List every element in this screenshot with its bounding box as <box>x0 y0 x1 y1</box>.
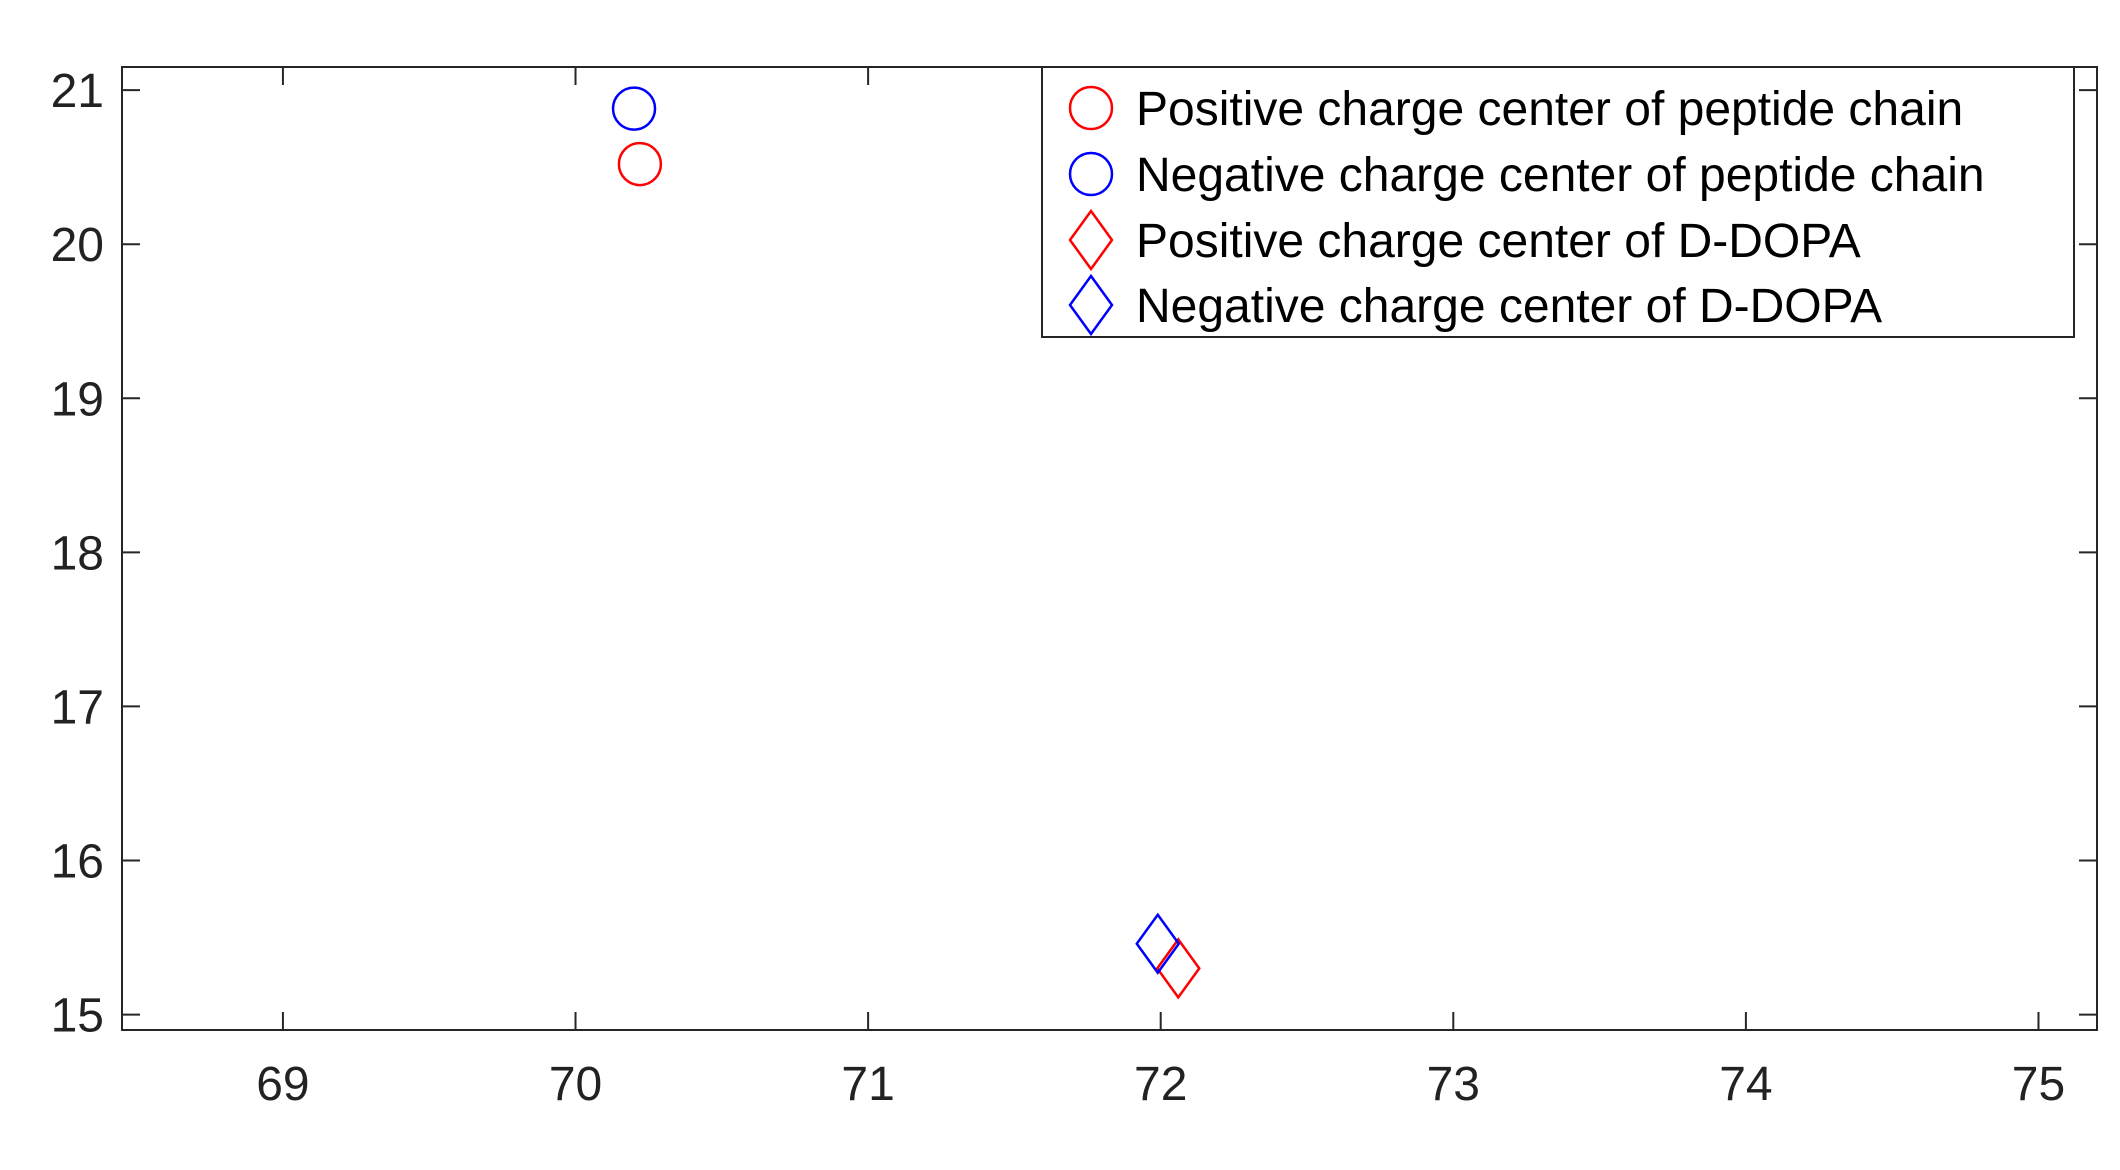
y-tick-label: 16 <box>51 836 104 889</box>
axis-tick-labels: 69 70 71 72 73 74 75 15 16 17 18 19 20 21 <box>51 65 2066 1111</box>
legend-label-negative-ddopa: Negative charge center of D-DOPA <box>1136 280 1882 333</box>
legend-marker-circle <box>1068 85 1114 131</box>
legend-label-positive-ddopa: Positive charge center of D-DOPA <box>1136 215 1861 268</box>
data-point-diamond <box>1135 912 1181 975</box>
x-tick-label: 74 <box>1719 1058 1772 1111</box>
legend-markers <box>1068 85 1114 337</box>
x-tick-label: 71 <box>841 1058 894 1111</box>
legend: Positive charge center of peptide chain … <box>1041 66 2075 338</box>
y-tick-label: 20 <box>51 219 104 272</box>
legend-box <box>1041 66 2075 338</box>
x-tick-label: 72 <box>1134 1058 1187 1111</box>
legend-label-negative-peptide: Negative charge center of peptide chain <box>1136 149 1985 202</box>
data-point-circle <box>611 86 657 131</box>
x-tick-label: 75 <box>2012 1058 2065 1111</box>
legend-marker-diamond <box>1068 208 1114 272</box>
data-point-circle <box>617 141 663 187</box>
y-tick-label: 19 <box>51 373 104 426</box>
data-point-diamond <box>1155 937 1201 1000</box>
y-tick-label: 15 <box>51 990 104 1043</box>
y-tick-label: 21 <box>51 65 104 118</box>
data-points <box>611 86 1201 1000</box>
y-tick-label: 18 <box>51 527 104 580</box>
x-tick-label: 70 <box>549 1058 602 1111</box>
y-tick-label: 17 <box>51 681 104 734</box>
legend-marker-diamond <box>1068 273 1114 337</box>
x-tick-label: 73 <box>1427 1058 1480 1111</box>
legend-marker-circle <box>1068 151 1114 197</box>
x-tick-label: 69 <box>256 1058 309 1111</box>
legend-label-positive-peptide: Positive charge center of peptide chain <box>1136 83 1963 136</box>
